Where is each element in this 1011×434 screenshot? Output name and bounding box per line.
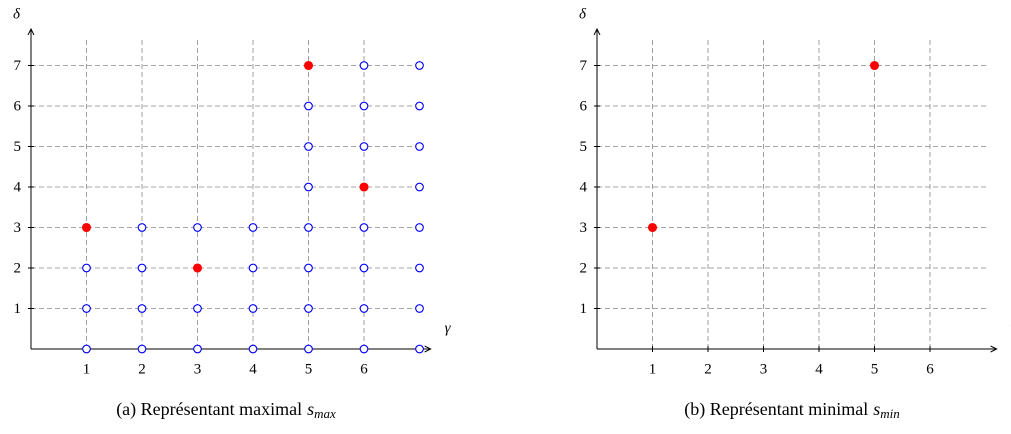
point: [415, 304, 424, 313]
caption: (b) Représentant minimal smin: [684, 399, 899, 421]
point: [359, 304, 369, 313]
x-tick-label: 2: [138, 361, 146, 377]
x-tick-label: 3: [194, 361, 202, 377]
point: [415, 344, 424, 354]
point: [304, 344, 313, 354]
y-axis-label: δ: [579, 6, 587, 22]
point: [82, 263, 91, 273]
point: [647, 222, 658, 233]
x-tick-label: 4: [815, 361, 823, 377]
point: [304, 182, 313, 192]
caption: (a) Représentant maximal smax: [116, 399, 336, 421]
y-tick-label: 5: [580, 139, 588, 155]
y-tick-label: 4: [580, 179, 588, 195]
point: [137, 263, 147, 273]
y-tick-label: 3: [14, 220, 22, 236]
point: [415, 142, 424, 151]
point: [359, 344, 369, 354]
x-tick-label: 6: [926, 361, 934, 377]
point: [81, 222, 92, 233]
point: [137, 304, 147, 313]
y-tick-label: 1: [580, 301, 588, 317]
point: [192, 263, 203, 273]
y-axis-label: δ: [13, 6, 21, 22]
point: [248, 304, 258, 313]
y-tick-label: 3: [580, 220, 588, 236]
x-tick-label: 1: [649, 361, 657, 377]
y-tick-label: 5: [14, 139, 22, 155]
point: [193, 344, 202, 354]
y-tick-label: 7: [580, 58, 588, 74]
caption-symbol: s: [307, 399, 314, 419]
point: [359, 263, 369, 273]
y-tick-label: 7: [14, 58, 22, 74]
x-axis-label: γ: [445, 320, 452, 336]
point: [137, 223, 147, 232]
point: [304, 304, 313, 313]
point: [303, 60, 314, 71]
x-tick-label: 2: [704, 361, 712, 377]
caption-subscript: min: [880, 406, 900, 421]
point: [304, 223, 313, 232]
caption-subscript: max: [314, 406, 336, 421]
point: [137, 344, 147, 354]
point: [359, 101, 369, 111]
point: [415, 182, 424, 192]
point: [248, 223, 258, 232]
point: [82, 344, 91, 354]
point: [415, 223, 424, 232]
caption-text: (b) Représentant minimal: [684, 399, 868, 420]
point: [304, 263, 313, 273]
point: [359, 61, 369, 70]
y-tick-label: 1: [14, 301, 22, 317]
x-tick-label: 5: [305, 361, 313, 377]
x-tick-label: 6: [360, 361, 368, 377]
point: [359, 223, 369, 232]
y-tick-label: 2: [14, 260, 22, 276]
point: [248, 263, 258, 273]
point: [82, 304, 91, 313]
point: [415, 263, 424, 273]
point: [415, 101, 424, 111]
point: [415, 61, 424, 70]
point: [304, 101, 313, 111]
point: [193, 223, 202, 232]
caption-symbol: s: [873, 399, 880, 419]
y-tick-label: 4: [14, 179, 22, 195]
x-tick-label: 5: [871, 361, 879, 377]
point: [248, 344, 258, 354]
y-tick-label: 2: [580, 260, 588, 276]
y-tick-label: 6: [580, 98, 588, 114]
caption-text: (a) Représentant maximal: [116, 399, 302, 420]
x-tick-label: 1: [83, 361, 91, 377]
point: [359, 182, 369, 192]
point: [869, 60, 880, 71]
point: [304, 142, 313, 151]
x-tick-label: 4: [249, 361, 257, 377]
y-tick-label: 6: [14, 98, 22, 114]
point: [359, 142, 369, 151]
x-tick-label: 3: [760, 361, 768, 377]
point: [193, 304, 202, 313]
